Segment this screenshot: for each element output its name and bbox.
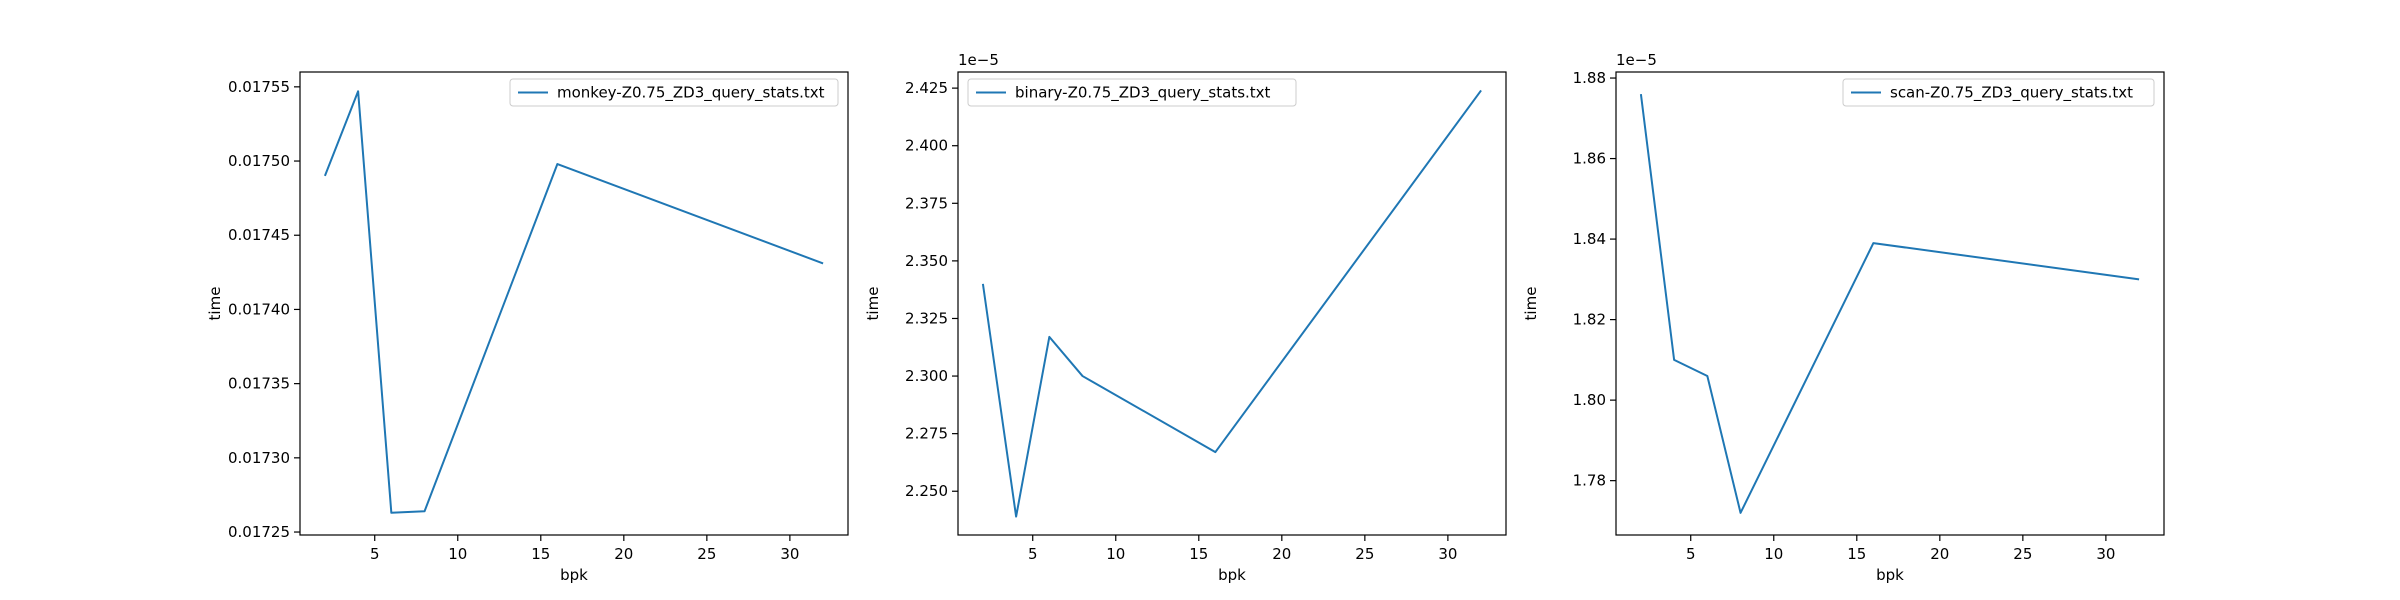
y-tick-label: 2.375 bbox=[905, 194, 948, 212]
y-tick-label: 1.78 bbox=[1573, 472, 1606, 490]
y-tick-label: 2.325 bbox=[905, 309, 948, 327]
y-tick-label: 1.80 bbox=[1573, 391, 1606, 409]
y-tick-label: 0.01730 bbox=[228, 449, 290, 467]
x-tick-label: 30 bbox=[780, 545, 799, 563]
x-axis-label: bpk bbox=[560, 566, 588, 584]
x-tick-label: 25 bbox=[1355, 545, 1374, 563]
subplot-1: 5 10 15 20 25 30 0.01725 0.01730 0.01735 0.01740 0… bbox=[206, 71, 849, 584]
y-tick-label: 0.01750 bbox=[228, 152, 290, 170]
legend: scan-Z0.75_ZD3_query_stats.txt bbox=[1842, 78, 2155, 107]
y-tick-label: 0.01755 bbox=[228, 78, 290, 96]
legend-label: scan-Z0.75_ZD3_query_stats.txt bbox=[1890, 84, 2133, 103]
y-axis-label: time bbox=[1522, 287, 1540, 321]
y-tick-label: 0.01735 bbox=[228, 375, 290, 393]
y-axis-label: time bbox=[206, 287, 224, 321]
y-offset-label: 1e−5 bbox=[958, 51, 999, 69]
y-tick-label: 2.425 bbox=[905, 79, 948, 97]
x-tick-label: 10 bbox=[1106, 545, 1125, 563]
x-tick-label: 25 bbox=[697, 545, 716, 563]
legend: binary-Z0.75_ZD3_query_stats.txt bbox=[967, 78, 1297, 107]
y-tick-label: 2.300 bbox=[905, 367, 948, 385]
y-tick-label: 2.400 bbox=[905, 137, 948, 155]
x-tick-label: 15 bbox=[1847, 545, 1866, 563]
legend-label: monkey-Z0.75_ZD3_query_stats.txt bbox=[557, 84, 825, 103]
x-tick-label: 30 bbox=[1438, 545, 1457, 563]
x-tick-label: 25 bbox=[2013, 545, 2032, 563]
series-line-1 bbox=[1639, 94, 2140, 514]
legend: monkey-Z0.75_ZD3_query_stats.txt bbox=[509, 78, 839, 107]
x-axis-label: bpk bbox=[1218, 566, 1246, 584]
y-tick-label: 1.86 bbox=[1573, 150, 1606, 168]
x-tick-label: 20 bbox=[1272, 545, 1291, 563]
axes-frame bbox=[1615, 71, 2165, 536]
y-tick-label: 2.350 bbox=[905, 252, 948, 270]
y-tick-label: 0.01740 bbox=[228, 300, 290, 318]
y-tick-label: 2.275 bbox=[905, 425, 948, 443]
axes-frame bbox=[957, 71, 1507, 536]
legend-box bbox=[967, 78, 1297, 107]
y-tick-label: 1.84 bbox=[1573, 230, 1606, 248]
y-tick-label: 2.250 bbox=[905, 482, 948, 500]
legend-label: binary-Z0.75_ZD3_query_stats.txt bbox=[1015, 84, 1271, 103]
x-tick-label: 5 bbox=[370, 545, 380, 563]
x-tick-label: 15 bbox=[1189, 545, 1208, 563]
x-axis-label: bpk bbox=[1876, 566, 1904, 584]
x-tick-label: 30 bbox=[2096, 545, 2115, 563]
y-tick-label: 0.01725 bbox=[228, 523, 290, 541]
legend-box bbox=[1842, 78, 2155, 107]
subplot-2: 5 10 15 20 25 30 2.250 2.275 2.300 2.325 2.350 2.37… bbox=[864, 51, 1507, 584]
series-line-1 bbox=[323, 90, 824, 514]
x-tick-label: 5 bbox=[1028, 545, 1038, 563]
x-tick-label: 10 bbox=[448, 545, 467, 563]
x-tick-label: 5 bbox=[1686, 545, 1696, 563]
x-tick-label: 15 bbox=[531, 545, 550, 563]
axes-frame bbox=[299, 71, 849, 536]
x-tick-label: 10 bbox=[1764, 545, 1783, 563]
legend-box bbox=[509, 78, 839, 107]
x-tick-label: 20 bbox=[1930, 545, 1949, 563]
y-axis-label: time bbox=[864, 287, 882, 321]
y-tick-label: 1.82 bbox=[1573, 311, 1606, 329]
x-tick-label: 20 bbox=[614, 545, 633, 563]
subplot-3: 5 10 15 20 25 30 1.78 1.80 1.82 1.84 1.86 1.88 bpk ti… bbox=[1522, 51, 2165, 584]
y-offset-label: 1e−5 bbox=[1616, 51, 1657, 69]
y-tick-label: 0.01745 bbox=[228, 226, 290, 244]
y-tick-label: 1.88 bbox=[1573, 69, 1606, 87]
series-line-1 bbox=[981, 89, 1482, 518]
